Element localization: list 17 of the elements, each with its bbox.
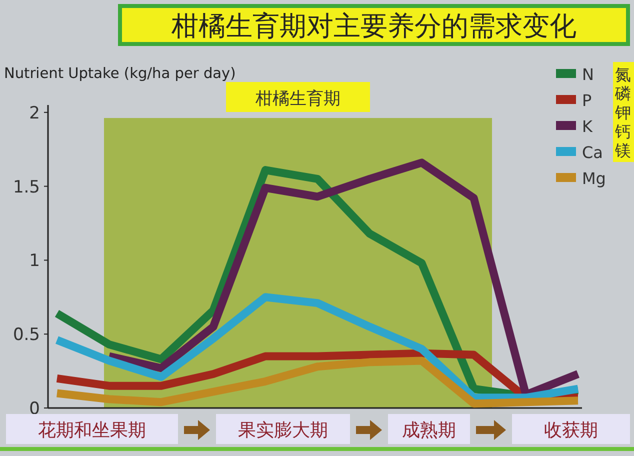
legend-label: Ca	[582, 143, 603, 162]
text: 收获期	[544, 420, 598, 441]
chart-title: 柑橘生育期对主要养分的需求变化	[170, 11, 576, 42]
y-tick-label: 2	[29, 103, 40, 124]
legend-label: K	[582, 117, 593, 136]
text: 成熟期	[402, 420, 456, 441]
legend-label: Mg	[582, 169, 606, 188]
y-tick-label: 1	[29, 251, 40, 272]
y-axis-title: Nutrient Uptake (kg/ha per day)	[4, 66, 236, 82]
legend-label: P	[582, 91, 592, 110]
text: 果实膨大期	[238, 420, 328, 441]
y-tick-label: 1.5	[12, 177, 40, 198]
y-tick-label: 0	[29, 399, 40, 419]
annotation: 柑橘生育期	[254, 89, 340, 109]
text: 花期和坐果期	[38, 420, 146, 441]
y-tick-label: 0.5	[12, 325, 40, 346]
legend-label: N	[582, 65, 594, 84]
